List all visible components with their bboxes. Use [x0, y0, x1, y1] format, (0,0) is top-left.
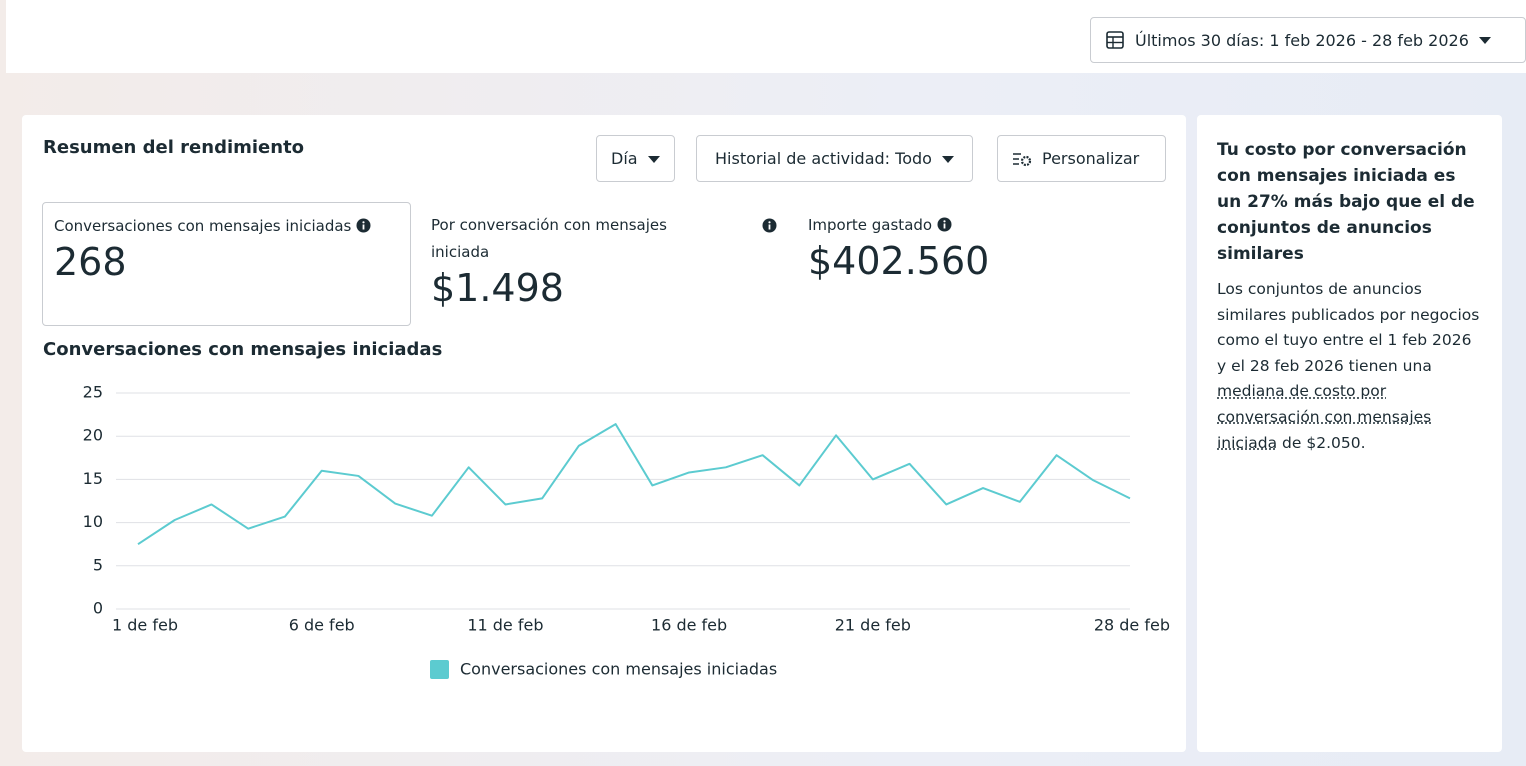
day-button[interactable]: Día	[596, 135, 675, 182]
y-tick-label: 10	[83, 512, 103, 531]
metric: Por conversación con mensajes iniciada $…	[431, 212, 781, 310]
insight-text: Los conjuntos de anuncios similares publ…	[1217, 280, 1480, 375]
y-tick-label: 5	[93, 555, 103, 574]
metric-label: Importe gastado	[808, 216, 933, 234]
x-tick-label: 16 de feb	[651, 616, 727, 635]
top-bar: Últimos 30 días: 1 feb 2026 - 28 feb 202…	[6, 0, 1526, 73]
customize-button[interactable]: Personalizar	[997, 135, 1166, 182]
caret	[941, 155, 954, 163]
button-label: Día	[611, 149, 638, 168]
x-tick-label: 11 de feb	[467, 616, 543, 635]
legend-label: Conversaciones con mensajes iniciadas	[460, 660, 777, 679]
activity-button[interactable]: Historial de actividad: Todo	[696, 135, 973, 182]
date-range-button[interactable]: Últimos 30 días: 1 feb 2026 - 28 feb 202…	[1090, 17, 1526, 63]
panel-title: Resumen del rendimiento	[43, 137, 305, 158]
line	[137, 423, 1131, 546]
caret	[647, 155, 660, 163]
y-tick-label: 0	[93, 599, 103, 618]
date-range-label: Últimos 30 días: 1 feb 2026 - 28 feb 202…	[1135, 30, 1469, 50]
metric-label: Conversaciones con mensajes iniciadas	[54, 217, 352, 235]
x-tick-label: 1 de feb	[112, 616, 178, 635]
metric: Importe gastado $402.560	[808, 212, 989, 283]
metric-value: $402.560	[808, 239, 990, 283]
metric-value: $1.498	[431, 266, 564, 310]
legend-swatch	[430, 660, 449, 679]
y-tick-label: 15	[83, 469, 103, 488]
metric-value: 268	[54, 240, 127, 284]
x-tick-label: 28 de feb	[1094, 616, 1170, 635]
button-label: Historial de actividad: Todo	[715, 149, 932, 168]
settings-icon	[1013, 152, 1032, 166]
metric-card[interactable]: Conversaciones con mensajes iniciadas 26…	[42, 202, 411, 326]
y-tick-label: 20	[83, 426, 103, 445]
button-label: Personalizar	[1042, 149, 1140, 168]
y-tick-label: 25	[83, 383, 103, 402]
calendar-icon	[1106, 31, 1124, 49]
insight-title: Tu costo por conversación con mensajes i…	[1217, 140, 1475, 264]
insight-text: de $2.050.	[1282, 433, 1366, 452]
x-tick-label: 21 de feb	[835, 616, 911, 635]
insight-card: Tu costo por conversación con mensajes i…	[1197, 115, 1502, 752]
chart-title: Conversaciones con mensajes iniciadas	[43, 339, 443, 360]
info-icon	[937, 217, 952, 232]
insight-body: Los conjuntos de anuncios similares publ…	[1217, 277, 1482, 456]
performance-card: Resumen del rendimiento Día Historial de…	[22, 115, 1186, 752]
caret	[1478, 37, 1491, 44]
metric-label: Por conversación con mensajes iniciada	[431, 216, 667, 261]
info-icon	[356, 218, 371, 233]
chart: 0 5 10 15 20 25 1 de feb 6 de feb 11 de feb 16 de…	[83, 383, 1170, 679]
info-icon	[762, 218, 777, 233]
insight-link[interactable]: mediana de costo por conversación con me…	[1217, 382, 1432, 452]
x-tick-label: 6 de feb	[289, 616, 355, 635]
